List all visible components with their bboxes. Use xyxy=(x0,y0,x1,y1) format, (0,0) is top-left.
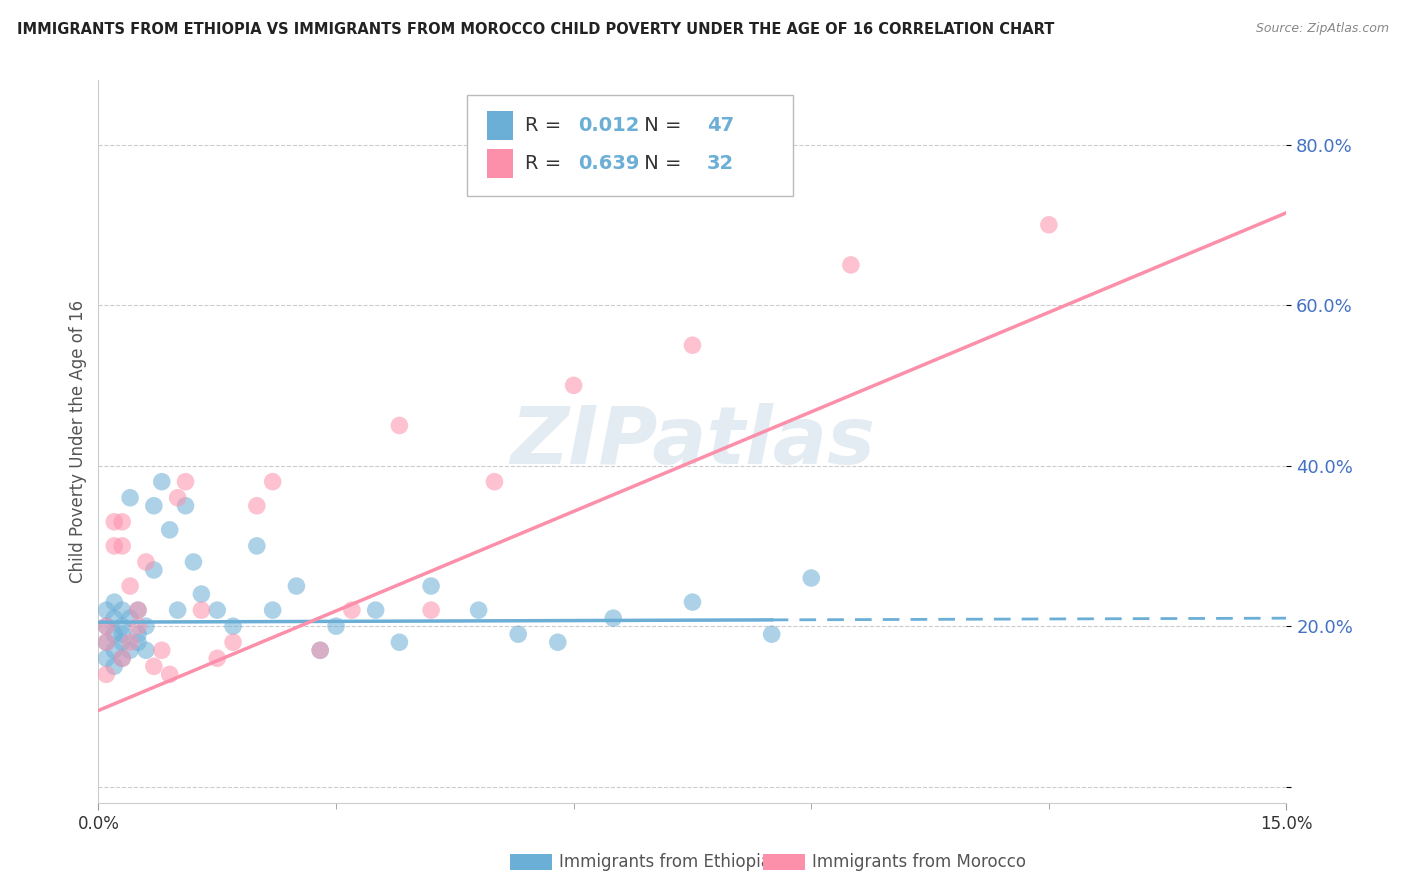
Point xyxy=(142,659,165,673)
Y-axis label: Child Poverty Under the Age of 16: Child Poverty Under the Age of 16 xyxy=(69,300,87,583)
Point xyxy=(120,635,142,649)
Point xyxy=(484,475,506,489)
Point xyxy=(96,667,118,681)
Text: R =: R = xyxy=(524,116,568,136)
Point xyxy=(96,603,118,617)
Point xyxy=(103,643,125,657)
Point xyxy=(127,635,149,649)
Text: R =: R = xyxy=(524,153,568,173)
Point xyxy=(166,603,188,617)
Point xyxy=(111,651,134,665)
Point xyxy=(111,515,134,529)
Point xyxy=(340,603,363,617)
Point xyxy=(420,603,443,617)
Point xyxy=(246,499,269,513)
Point xyxy=(103,627,125,641)
Point xyxy=(388,418,411,433)
Point xyxy=(127,603,149,617)
Point xyxy=(159,667,181,681)
Bar xyxy=(486,112,513,140)
Bar xyxy=(486,149,513,178)
Point xyxy=(127,619,149,633)
Point xyxy=(309,643,332,657)
Point xyxy=(174,475,197,489)
Point xyxy=(135,619,157,633)
Point xyxy=(1038,218,1060,232)
Point xyxy=(150,643,173,657)
Point xyxy=(761,627,783,641)
Text: ZIPatlas: ZIPatlas xyxy=(510,402,875,481)
Text: Source: ZipAtlas.com: Source: ZipAtlas.com xyxy=(1256,22,1389,36)
Point xyxy=(135,555,157,569)
Point xyxy=(205,651,228,665)
Text: Immigrants from Ethiopia: Immigrants from Ethiopia xyxy=(560,853,770,871)
Point xyxy=(800,571,823,585)
Point xyxy=(325,619,347,633)
Point xyxy=(246,539,269,553)
Point xyxy=(111,635,134,649)
Point xyxy=(111,603,134,617)
Point xyxy=(120,611,142,625)
Text: 32: 32 xyxy=(707,153,734,173)
Point xyxy=(562,378,585,392)
Point xyxy=(190,603,212,617)
Point xyxy=(103,515,125,529)
Point xyxy=(142,563,165,577)
Point xyxy=(262,603,284,617)
Point xyxy=(96,651,118,665)
Point xyxy=(388,635,411,649)
Point xyxy=(839,258,862,272)
Point xyxy=(222,619,245,633)
Point xyxy=(222,635,245,649)
Point xyxy=(547,635,569,649)
Point xyxy=(120,643,142,657)
Point xyxy=(96,619,118,633)
Point xyxy=(174,499,197,513)
Point xyxy=(205,603,228,617)
Point xyxy=(127,627,149,641)
Text: N =: N = xyxy=(638,153,688,173)
Point xyxy=(127,603,149,617)
Point xyxy=(96,635,118,649)
Point xyxy=(467,603,489,617)
Text: N =: N = xyxy=(638,116,688,136)
Point xyxy=(111,539,134,553)
Point xyxy=(285,579,308,593)
Point xyxy=(262,475,284,489)
Point xyxy=(159,523,181,537)
Text: 47: 47 xyxy=(707,116,734,136)
FancyBboxPatch shape xyxy=(467,95,793,196)
Point xyxy=(120,579,142,593)
Point xyxy=(309,643,332,657)
Point xyxy=(681,338,703,352)
Point xyxy=(602,611,624,625)
Point xyxy=(508,627,530,641)
Point xyxy=(111,619,134,633)
Point xyxy=(142,499,165,513)
Point xyxy=(364,603,387,617)
Text: Immigrants from Morocco: Immigrants from Morocco xyxy=(813,853,1026,871)
Point xyxy=(150,475,173,489)
Point xyxy=(135,643,157,657)
Point xyxy=(96,619,118,633)
Point xyxy=(111,651,134,665)
Point xyxy=(103,595,125,609)
Text: 0.639: 0.639 xyxy=(578,153,640,173)
Text: IMMIGRANTS FROM ETHIOPIA VS IMMIGRANTS FROM MOROCCO CHILD POVERTY UNDER THE AGE : IMMIGRANTS FROM ETHIOPIA VS IMMIGRANTS F… xyxy=(17,22,1054,37)
Point xyxy=(96,635,118,649)
Point xyxy=(103,659,125,673)
Point xyxy=(420,579,443,593)
Point xyxy=(190,587,212,601)
Point xyxy=(103,539,125,553)
Point xyxy=(166,491,188,505)
Text: 0.012: 0.012 xyxy=(578,116,640,136)
Point xyxy=(183,555,205,569)
Point xyxy=(120,491,142,505)
Point xyxy=(681,595,703,609)
Point xyxy=(111,627,134,641)
Point xyxy=(103,611,125,625)
